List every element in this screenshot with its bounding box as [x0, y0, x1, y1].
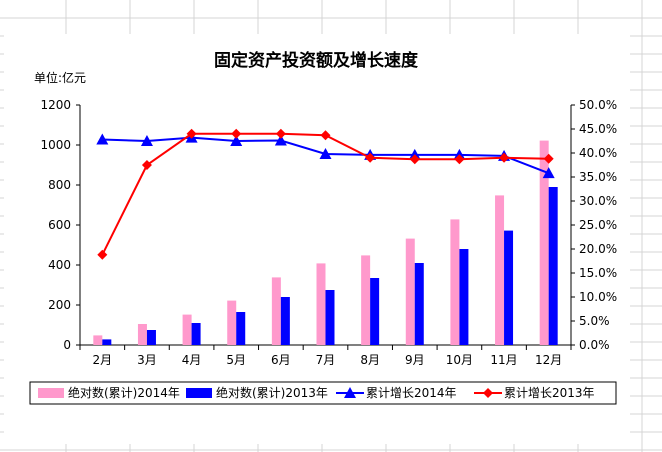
- legend-marker-triangle: [344, 387, 356, 398]
- y-right-tick-label: 35.0%: [579, 170, 617, 184]
- y-left-tick-label: 400: [48, 258, 71, 272]
- bar-2014: [182, 314, 192, 345]
- legend: 绝对数(累计)2014年 绝对数(累计)2013年 累计增长2014年 累计增长201…: [29, 381, 617, 405]
- bar-2014: [93, 335, 103, 345]
- marker-diamond: [275, 128, 286, 139]
- plot-area: 0 200 400 600 800 1000 1200 0.0% 5.0% 10.0% 15.0% 2…: [40, 98, 617, 367]
- bar-2013: [146, 330, 156, 345]
- bar-2014: [227, 300, 237, 345]
- unit-label: 单位:亿元: [34, 70, 86, 85]
- y-right-tick-label: 10.0%: [579, 290, 617, 304]
- bar-2013: [280, 297, 290, 345]
- y-right-tick-label: 45.0%: [579, 122, 617, 136]
- y-right-tick-label: 20.0%: [579, 242, 617, 256]
- bar-2014: [539, 140, 549, 345]
- marker-triangle: [230, 135, 243, 146]
- x-tick-label: 2月: [92, 353, 112, 367]
- bar-2014: [137, 324, 147, 345]
- bar-2013: [236, 312, 246, 345]
- bar-2013: [370, 278, 380, 345]
- marker-triangle: [319, 147, 332, 159]
- legend-label: 累计增长2013年: [504, 386, 595, 400]
- bar-2014: [271, 277, 281, 345]
- legend-box: [29, 381, 617, 405]
- chart-title: 固定资产投资额及增长速度: [214, 50, 419, 71]
- y-right-tick-label: 0.0%: [579, 338, 610, 352]
- bar-2014: [495, 195, 505, 345]
- marker-triangle: [96, 133, 109, 145]
- y-left-tick-label: 1200: [40, 98, 71, 112]
- marker-diamond: [97, 249, 108, 260]
- legend-label: 累计增长2014年: [366, 386, 457, 400]
- x-tick-label: 6月: [271, 353, 291, 367]
- x-tick-label: 12月: [535, 353, 562, 367]
- y-right-tick-label: 30.0%: [579, 194, 617, 208]
- bar-2013: [504, 230, 514, 345]
- marker-triangle: [274, 134, 287, 146]
- marker-diamond: [454, 154, 465, 165]
- y-right-tick-label: 5.0%: [579, 314, 610, 328]
- marker-diamond: [320, 130, 331, 141]
- legend-swatch: [38, 388, 64, 398]
- x-tick-label: 8月: [360, 353, 380, 367]
- x-tick-label: 10月: [446, 353, 473, 367]
- y-right-tick-label: 25.0%: [579, 218, 617, 232]
- y-right-tick-label: 15.0%: [579, 266, 617, 280]
- marker-diamond: [365, 152, 376, 163]
- y-left-tick-label: 600: [48, 218, 71, 232]
- bar-2013: [325, 290, 335, 345]
- x-tick-label: 3月: [137, 353, 157, 367]
- legend-label: 绝对数(累计)2014年: [68, 385, 180, 400]
- marker-triangle: [140, 135, 153, 146]
- marker-diamond: [231, 128, 242, 139]
- x-tick-label: 11月: [490, 353, 517, 367]
- y-left-tick-label: 0: [63, 338, 71, 352]
- bar-2014: [361, 255, 371, 345]
- bar-2013: [414, 263, 424, 345]
- bar-2013: [548, 187, 558, 345]
- legend-label: 绝对数(累计)2013年: [216, 385, 328, 400]
- y-left-tick-label: 1000: [40, 138, 71, 152]
- y-left-tick-label: 200: [48, 298, 71, 312]
- y-right-tick-label: 40.0%: [579, 146, 617, 160]
- marker-diamond: [141, 160, 152, 170]
- marker-diamond: [543, 153, 554, 164]
- marker-triangle: [542, 167, 555, 179]
- x-tick-label: 4月: [182, 353, 202, 367]
- bar-2013: [102, 339, 112, 345]
- legend-swatch: [186, 388, 212, 398]
- legend-marker-diamond: [483, 388, 493, 398]
- y-left-tick-label: 800: [48, 178, 71, 192]
- x-tick-label: 5月: [226, 353, 246, 367]
- chart-background: [4, 34, 630, 444]
- bar-2014: [450, 219, 460, 345]
- x-tick-label: 9月: [405, 353, 425, 367]
- bar-2013: [459, 249, 469, 345]
- marker-diamond: [499, 152, 510, 163]
- x-tick-label: 7月: [316, 353, 336, 367]
- bar-2014: [405, 238, 415, 345]
- bar-2013: [191, 323, 201, 345]
- marker-diamond: [409, 154, 420, 165]
- bar-2014: [316, 263, 326, 345]
- marker-diamond: [186, 128, 197, 139]
- y-right-tick-label: 50.0%: [579, 98, 617, 112]
